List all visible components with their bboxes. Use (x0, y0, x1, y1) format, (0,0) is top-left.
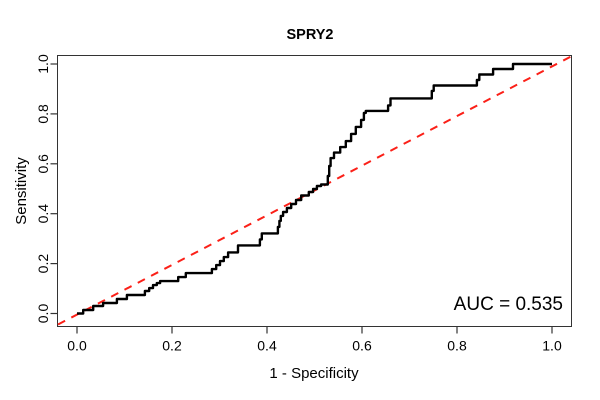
x-tick-label: 0.4 (257, 338, 277, 354)
y-tick-label: 0.6 (35, 154, 51, 174)
x-axis-label: 1 - Specificity (269, 365, 359, 382)
y-tick-label: 0.8 (35, 104, 51, 124)
x-tick-label: 0.2 (162, 338, 182, 354)
roc-curve (77, 62, 552, 315)
y-tick-label: 0.0 (35, 304, 51, 324)
y-tick-label: 1.0 (35, 54, 51, 74)
x-tick-label: 0.8 (447, 338, 467, 354)
chance-diagonal-line (57, 55, 572, 326)
auc-annotation: AUC = 0.535 (454, 294, 563, 315)
plot-box (57, 55, 572, 327)
chart-title: SPRY2 (286, 27, 333, 43)
x-tick-label: 0.0 (67, 338, 87, 354)
x-tick-label: 1.0 (542, 338, 562, 354)
x-tick-label: 0.6 (352, 338, 372, 354)
y-axis-label: Sensitivity (13, 157, 30, 225)
y-tick-label: 0.2 (35, 254, 51, 274)
y-tick-label: 0.4 (35, 204, 51, 224)
chart-generated-layer: 0.0 0.2 0.4 0.6 0.8 1.0 0.0 0.2 0.4 0.6 0.8 1.0 (35, 54, 572, 354)
